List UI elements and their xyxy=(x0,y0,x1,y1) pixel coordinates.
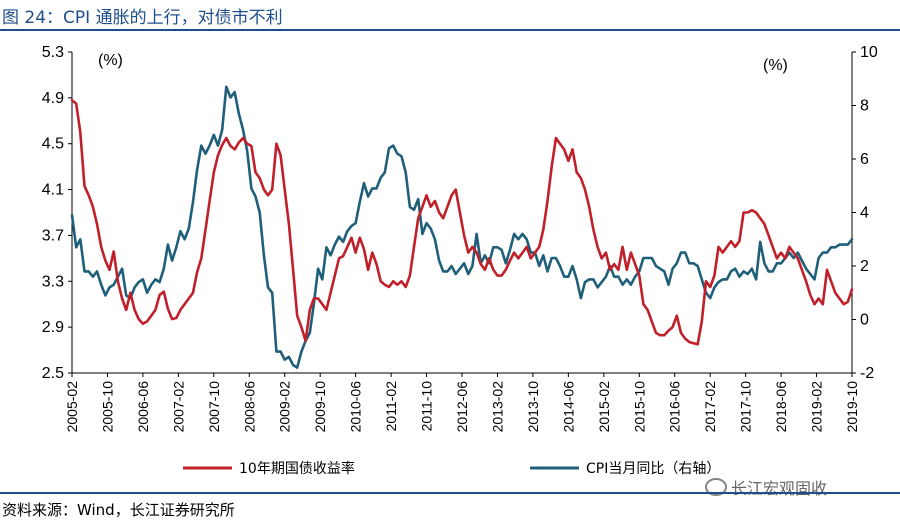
x-tick-label: 2017-10 xyxy=(738,381,754,433)
x-tick-label: 2005-10 xyxy=(99,381,115,433)
right-tick-label: 4 xyxy=(860,205,869,222)
x-tick-label: 2013-02 xyxy=(489,381,505,433)
watermark-text: 长江宏观固收 xyxy=(731,479,828,498)
left-tick-label: 4.9 xyxy=(42,90,64,107)
x-tick-label: 2019-02 xyxy=(809,381,825,433)
legend-label-cpi: CPI当月同比（右轴） xyxy=(586,461,720,477)
series-lines xyxy=(70,85,854,369)
legend: 10年期国债收益率 CPI当月同比（右轴） xyxy=(183,460,720,477)
left-tick-label: 3.3 xyxy=(42,273,64,290)
left-axis-unit: (%) xyxy=(98,52,123,69)
left-tick-label: 2.9 xyxy=(42,319,64,336)
x-tick-label: 2007-02 xyxy=(170,381,186,433)
x-tick-label: 2009-02 xyxy=(277,381,293,433)
chart: 2.5 2.9 3.3 3.7 4.1 4.5 4.9 5.3 -2 0 2 4 6 8 10 2005-02… xyxy=(42,44,878,477)
left-tick-label: 5.3 xyxy=(42,44,64,61)
legend-label-bond: 10年期国债收益率 xyxy=(239,460,355,477)
right-axis-unit: (%) xyxy=(763,57,788,74)
figure-title: 图 24：CPI 通胀的上行，对债市不利 xyxy=(2,8,283,28)
x-tick-label: 2005-02 xyxy=(64,381,80,433)
x-tick-label: 2017-02 xyxy=(702,381,718,433)
bottom-rule xyxy=(0,492,900,494)
source-note: 资料来源：Wind，长江证券研究所 xyxy=(2,501,235,519)
right-tick-label: 2 xyxy=(860,258,869,275)
x-tick-label: 2012-06 xyxy=(454,381,470,433)
left-tick-label: 4.5 xyxy=(42,136,64,153)
cpi-line xyxy=(70,85,854,369)
x-tick-label: 2007-10 xyxy=(206,381,222,433)
x-tick-label: 2010-06 xyxy=(348,381,364,433)
left-tick-label: 4.1 xyxy=(42,182,64,199)
title-rule xyxy=(0,29,900,31)
x-tick-label: 2019-10 xyxy=(844,381,860,433)
axes: 2.5 2.9 3.3 3.7 4.1 4.5 4.9 5.3 -2 0 2 4 6 8 10 2005-02… xyxy=(42,44,878,432)
right-tick-label: 6 xyxy=(860,151,869,168)
right-tick-label: 0 xyxy=(860,312,869,329)
right-tick-label: 8 xyxy=(860,98,869,115)
x-tick-label: 2008-06 xyxy=(241,381,257,433)
x-tick-label: 2011-02 xyxy=(383,381,399,432)
x-tick-label: 2014-06 xyxy=(560,381,576,433)
left-tick-label: 2.5 xyxy=(42,365,64,382)
x-tick-label: 2015-10 xyxy=(631,381,647,433)
x-tick-label: 2013-10 xyxy=(525,381,541,433)
right-tick-label: 10 xyxy=(860,44,878,61)
watermark: 长江宏观固收 xyxy=(705,475,827,499)
x-tick-label: 2011-10 xyxy=(419,381,435,432)
wechat-icon xyxy=(705,478,727,496)
x-tick-label: 2015-02 xyxy=(596,381,612,433)
x-tick-label: 2018-06 xyxy=(773,381,789,433)
x-tick-label: 2009-10 xyxy=(312,381,328,433)
bond-yield-line xyxy=(70,98,854,346)
left-tick-label: 3.7 xyxy=(42,227,64,244)
x-tick-label: 2006-06 xyxy=(135,381,151,433)
x-tick-label: 2016-06 xyxy=(667,381,683,433)
right-tick-label: -2 xyxy=(860,365,874,382)
